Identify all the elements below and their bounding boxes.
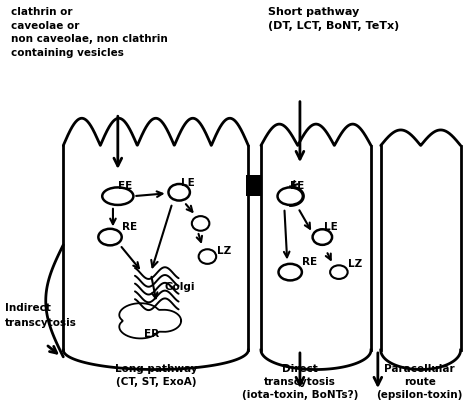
Ellipse shape — [102, 187, 133, 205]
Text: EE: EE — [290, 182, 304, 191]
Ellipse shape — [278, 187, 303, 205]
Ellipse shape — [279, 264, 302, 281]
Text: Short pathway
(DT, LCT, BoNT, TeTx): Short pathway (DT, LCT, BoNT, TeTx) — [268, 7, 399, 31]
Ellipse shape — [312, 229, 332, 245]
Text: Indirect: Indirect — [5, 303, 51, 313]
Text: RE: RE — [302, 257, 317, 267]
Ellipse shape — [192, 216, 210, 231]
Text: LE: LE — [181, 178, 195, 188]
Ellipse shape — [98, 229, 122, 245]
Ellipse shape — [168, 184, 190, 200]
Text: ER: ER — [145, 330, 159, 339]
Text: Long pathway
(CT, ST, ExoA): Long pathway (CT, ST, ExoA) — [115, 364, 197, 387]
Text: Paracellular
route
(epsilon-toxin): Paracellular route (epsilon-toxin) — [376, 364, 463, 400]
Ellipse shape — [330, 265, 347, 279]
Text: Direct
transcytosis
(iota-toxin, BoNTs?): Direct transcytosis (iota-toxin, BoNTs?) — [242, 364, 358, 400]
Text: RE: RE — [122, 222, 137, 232]
Text: Golgi: Golgi — [164, 282, 195, 292]
Bar — [246, 175, 261, 196]
Ellipse shape — [199, 249, 216, 264]
Text: clathrin or
caveolae or
non caveolae, non clathrin
containing vesicles: clathrin or caveolae or non caveolae, no… — [11, 7, 167, 58]
Text: LZ: LZ — [217, 246, 231, 256]
Text: LE: LE — [324, 222, 338, 232]
Text: LZ: LZ — [347, 259, 362, 270]
Text: EE: EE — [118, 182, 132, 191]
Text: transcytosis: transcytosis — [5, 318, 77, 328]
